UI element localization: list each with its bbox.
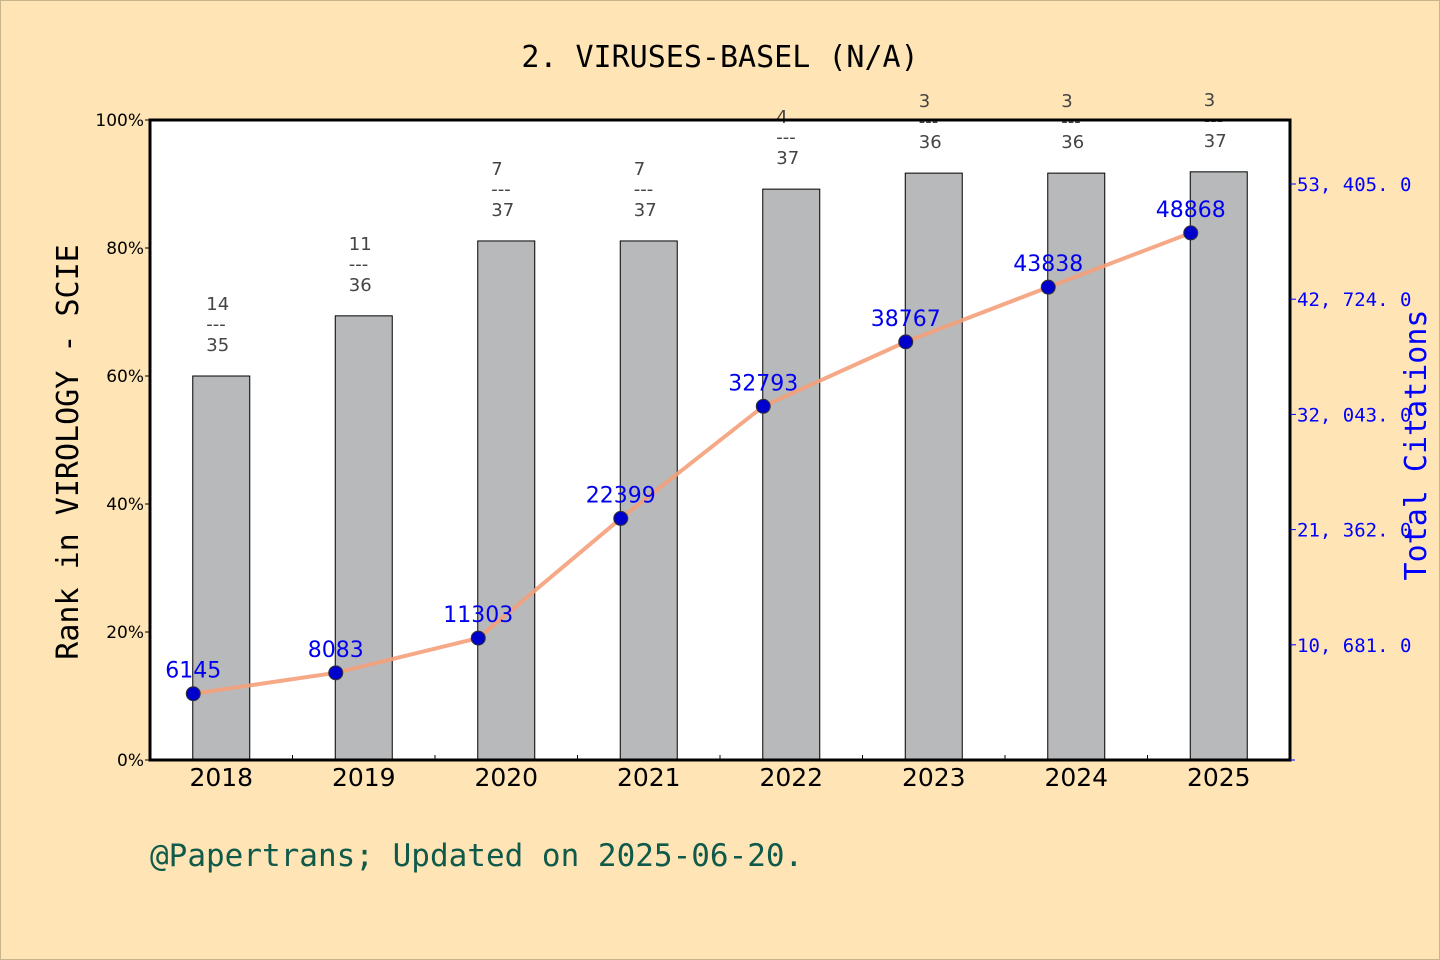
rank-total-2024: 36 bbox=[1061, 132, 1084, 153]
bar-2023 bbox=[904, 172, 963, 761]
bar-2020 bbox=[477, 240, 536, 761]
left-tick-label: 80% bbox=[106, 239, 144, 259]
citation-point-2024 bbox=[1040, 279, 1056, 295]
citation-point-2023 bbox=[898, 334, 914, 350]
citation-point-2019 bbox=[328, 665, 344, 681]
rank-separator: --- bbox=[634, 179, 654, 200]
rank-label-2018: 14 bbox=[206, 294, 229, 315]
rank-label-2023: 3 bbox=[919, 91, 930, 112]
footer-credit: @Papertrans; Updated on 2025-06-20. bbox=[150, 838, 803, 874]
bar-2021 bbox=[619, 240, 678, 761]
x-tick-2020: 2020 bbox=[474, 763, 538, 792]
rank-separator: --- bbox=[206, 314, 226, 335]
left-tick-label: 40% bbox=[106, 495, 144, 515]
x-tick-2022: 2022 bbox=[759, 763, 823, 792]
rank-label-2020: 7 bbox=[491, 159, 502, 180]
rank-separator: --- bbox=[776, 127, 796, 148]
citation-point-2025 bbox=[1183, 225, 1199, 241]
rank-total-2022: 37 bbox=[776, 148, 799, 169]
x-tick-2021: 2021 bbox=[617, 763, 681, 792]
citation-label-2023: 38767 bbox=[871, 307, 941, 332]
left-tick-label: 60% bbox=[106, 367, 144, 387]
citation-point-2020 bbox=[470, 630, 486, 646]
citation-label-2022: 32793 bbox=[728, 371, 798, 396]
x-tick-2019: 2019 bbox=[332, 763, 396, 792]
citation-label-2024: 43838 bbox=[1013, 252, 1083, 277]
rank-total-2018: 35 bbox=[206, 335, 229, 356]
citations-line bbox=[192, 231, 1192, 696]
right-tick-label: 10, 681. 0 bbox=[1297, 635, 1411, 657]
rank-label-2025: 3 bbox=[1204, 90, 1215, 111]
right-axis-label: Total Citations bbox=[1399, 310, 1434, 581]
citation-point-2022 bbox=[755, 398, 771, 414]
left-tick-label: 100% bbox=[95, 111, 144, 131]
rank-total-2021: 37 bbox=[634, 200, 657, 221]
left-tick-label: 20% bbox=[106, 623, 144, 643]
chart-title: 2. VIRUSES-BASEL (N/A) bbox=[521, 40, 918, 75]
left-tick-label: 0% bbox=[117, 751, 144, 771]
right-tick-label: 42, 724. 0 bbox=[1297, 289, 1411, 311]
x-tick-2025: 2025 bbox=[1187, 763, 1251, 792]
citation-label-2021: 22399 bbox=[586, 483, 656, 508]
rank-separator: --- bbox=[919, 111, 939, 132]
rank-total-2020: 37 bbox=[491, 200, 514, 221]
right-tick-label: 32, 043. 0 bbox=[1297, 404, 1411, 426]
rank-separator: --- bbox=[349, 254, 369, 275]
bar-2018 bbox=[192, 375, 251, 761]
citation-point-2018 bbox=[185, 686, 201, 702]
citation-point-2021 bbox=[613, 510, 629, 526]
right-tick-label: 53, 405. 0 bbox=[1297, 174, 1411, 196]
citation-label-2019: 8083 bbox=[308, 638, 364, 663]
citation-label-2025: 48868 bbox=[1156, 198, 1226, 223]
x-tick-2024: 2024 bbox=[1044, 763, 1108, 792]
right-tick-label: 21, 362. 0 bbox=[1297, 520, 1411, 542]
x-tick-2018: 2018 bbox=[189, 763, 253, 792]
bar-2019 bbox=[334, 315, 393, 761]
rank-label-2021: 7 bbox=[634, 159, 645, 180]
x-tick-2023: 2023 bbox=[902, 763, 966, 792]
rank-label-2024: 3 bbox=[1061, 91, 1072, 112]
citation-label-2018: 6145 bbox=[165, 659, 221, 684]
rank-total-2019: 36 bbox=[349, 275, 372, 296]
rank-label-2022: 4 bbox=[776, 107, 787, 128]
bar-2025 bbox=[1189, 171, 1248, 761]
rank-total-2025: 37 bbox=[1204, 131, 1227, 152]
rank-label-2019: 11 bbox=[349, 234, 372, 255]
citation-label-2020: 11303 bbox=[443, 603, 513, 628]
rank-total-2023: 36 bbox=[919, 132, 942, 153]
rank-separator: --- bbox=[491, 179, 511, 200]
rank-separator: --- bbox=[1061, 111, 1081, 132]
left-axis-label: Rank in VIROLOGY - SCIE bbox=[51, 244, 86, 659]
bar-2022 bbox=[762, 188, 821, 761]
